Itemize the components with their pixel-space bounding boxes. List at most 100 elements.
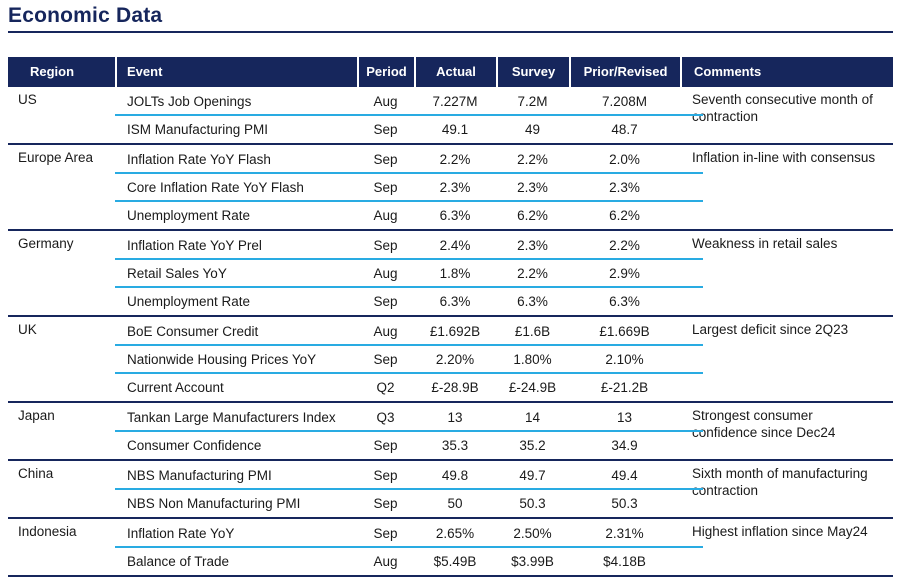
period-cell: Q2	[376, 379, 395, 395]
table-header-row: Region Event Period Actual Survey Prior/…	[8, 57, 893, 87]
region-group: Indonesia Inflation Rate YoY Sep 2.65% 2.50%…	[8, 519, 893, 577]
region-label: Japan	[18, 408, 55, 423]
survey-cell: 2.3%	[517, 237, 548, 253]
actual-cell: 1.8%	[439, 265, 471, 281]
prior-cell: 2.2%	[609, 237, 640, 253]
prior-cell: 49.4	[611, 467, 638, 483]
event-cell: Unemployment Rate	[127, 293, 251, 309]
event-cell: Core Inflation Rate YoY Flash	[127, 179, 304, 195]
event-cell: Inflation Rate YoY	[127, 525, 235, 541]
event-cell: Inflation Rate YoY Flash	[127, 151, 271, 167]
survey-cell: $3.99B	[511, 553, 554, 569]
event-cell: Retail Sales YoY	[127, 265, 227, 281]
event-cell: Current Account	[127, 379, 224, 395]
survey-cell: 2.2%	[517, 265, 548, 281]
prior-cell: £-21.2B	[600, 379, 649, 395]
period-cell: Sep	[373, 467, 398, 483]
prior-cell: 48.7	[611, 121, 638, 137]
column-header-actual: Actual	[414, 57, 496, 87]
event-rows: Inflation Rate YoY Flash Sep 2.2% 2.2% 2.0% C…	[115, 145, 703, 229]
comment-cell: Sixth month of manufacturing contraction	[692, 466, 868, 498]
prior-cell: £1.669B	[599, 323, 650, 339]
economic-data-table: Region Event Period Actual Survey Prior/…	[8, 57, 893, 577]
event-cell: ISM Manufacturing PMI	[127, 121, 269, 137]
table-row: Unemployment Rate Aug 6.3% 6.2% 6.2%	[115, 201, 680, 229]
period-cell: Sep	[373, 437, 398, 453]
prior-cell: 2.31%	[605, 525, 644, 541]
prior-cell: 50.3	[611, 495, 638, 511]
table-row: Nationwide Housing Prices YoY Sep 2.20% 1.8…	[115, 345, 703, 374]
survey-cell: 35.2	[519, 437, 546, 453]
column-header-region: Region	[30, 64, 75, 79]
event-rows: NBS Manufacturing PMI Sep 49.8 49.7 49.4 NBS …	[115, 461, 703, 517]
table-row: JOLTs Job Openings Aug 7.227M 7.2M 7.208M	[115, 87, 703, 116]
actual-cell: 49.8	[441, 467, 469, 483]
actual-cell: £-28.9B	[431, 379, 479, 395]
period-cell: Sep	[373, 351, 398, 367]
event-cell: Balance of Trade	[127, 553, 230, 569]
period-cell: Sep	[373, 237, 398, 253]
column-header-comments: Comments	[680, 57, 893, 87]
region-label: China	[18, 466, 54, 481]
region-group: Japan Tankan Large Manufacturers Index Q3 1…	[8, 403, 893, 461]
event-cell: BoE Consumer Credit	[127, 323, 259, 339]
event-cell: Tankan Large Manufacturers Index	[127, 409, 336, 425]
column-header-survey: Survey	[496, 57, 569, 87]
survey-cell: £-24.9B	[508, 379, 557, 395]
region-label: US	[18, 92, 37, 107]
survey-cell: 49	[524, 121, 541, 137]
actual-cell: 2.4%	[439, 237, 471, 253]
table-row: Tankan Large Manufacturers Index Q3 13 14 13	[115, 403, 703, 432]
period-cell: Aug	[373, 265, 398, 281]
prior-cell: 2.9%	[609, 265, 640, 281]
prior-cell: 6.2%	[609, 207, 640, 223]
survey-cell: 2.2%	[517, 151, 548, 167]
table-row: ISM Manufacturing PMI Sep 49.1 49 48.7	[115, 115, 680, 143]
comment-cell: Seventh consecutive month of contraction	[692, 92, 873, 124]
comment-cell: Highest inflation since May24	[692, 524, 868, 539]
period-cell: Aug	[373, 323, 398, 339]
prior-cell: 2.3%	[609, 179, 640, 195]
table-row: BoE Consumer Credit Aug £1.692B £1.6B £1.669…	[115, 317, 703, 346]
survey-cell: 49.7	[519, 467, 546, 483]
region-label: UK	[18, 322, 37, 337]
prior-cell: $4.18B	[603, 553, 646, 569]
period-cell: Aug	[373, 553, 398, 569]
actual-cell: 7.227M	[432, 93, 478, 109]
table-row: Core Inflation Rate YoY Flash Sep 2.3% 2.3%…	[115, 173, 703, 202]
actual-cell: 2.2%	[439, 151, 471, 167]
event-rows: JOLTs Job Openings Aug 7.227M 7.2M 7.208M ISM…	[115, 87, 703, 143]
prior-cell: 2.10%	[605, 351, 644, 367]
period-cell: Sep	[373, 121, 398, 137]
comment-cell: Weakness in retail sales	[692, 236, 838, 251]
survey-cell: 6.2%	[517, 207, 548, 223]
table-row: NBS Non Manufacturing PMI Sep 50 50.3 50.3	[115, 489, 680, 517]
comment-cell: Largest deficit since 2Q23	[692, 322, 849, 337]
table-row: Inflation Rate YoY Prel Sep 2.4% 2.3% 2.2%	[115, 231, 703, 260]
period-cell: Sep	[373, 495, 398, 511]
column-header-event: Event	[115, 57, 357, 87]
event-cell: Consumer Confidence	[127, 437, 262, 453]
survey-cell: 6.3%	[517, 293, 548, 309]
survey-cell: £1.6B	[514, 323, 551, 339]
prior-cell: 34.9	[611, 437, 638, 453]
survey-cell: 7.2M	[517, 93, 548, 109]
prior-cell: 13	[616, 409, 633, 425]
event-cell: JOLTs Job Openings	[127, 93, 252, 109]
period-cell: Sep	[373, 179, 398, 195]
table-row: Unemployment Rate Sep 6.3% 6.3% 6.3%	[115, 287, 680, 315]
survey-cell: 2.3%	[517, 179, 548, 195]
column-header-prior-revised: Prior/Revised	[569, 57, 680, 87]
table-row: Current Account Q2 £-28.9B £-24.9B £-21.2B	[115, 373, 680, 401]
title-divider	[8, 31, 893, 33]
actual-cell: 2.3%	[439, 179, 471, 195]
period-cell: Q3	[376, 409, 395, 425]
period-cell: Sep	[373, 525, 398, 541]
event-rows: BoE Consumer Credit Aug £1.692B £1.6B £1.669…	[115, 317, 703, 401]
region-label: Indonesia	[18, 524, 77, 539]
survey-cell: 2.50%	[513, 525, 552, 541]
event-rows: Inflation Rate YoY Prel Sep 2.4% 2.3% 2.2% Re…	[115, 231, 703, 315]
event-cell: NBS Non Manufacturing PMI	[127, 495, 301, 511]
table-body: US JOLTs Job Openings Aug 7.227M 7.2M 7.208M I…	[8, 87, 893, 577]
